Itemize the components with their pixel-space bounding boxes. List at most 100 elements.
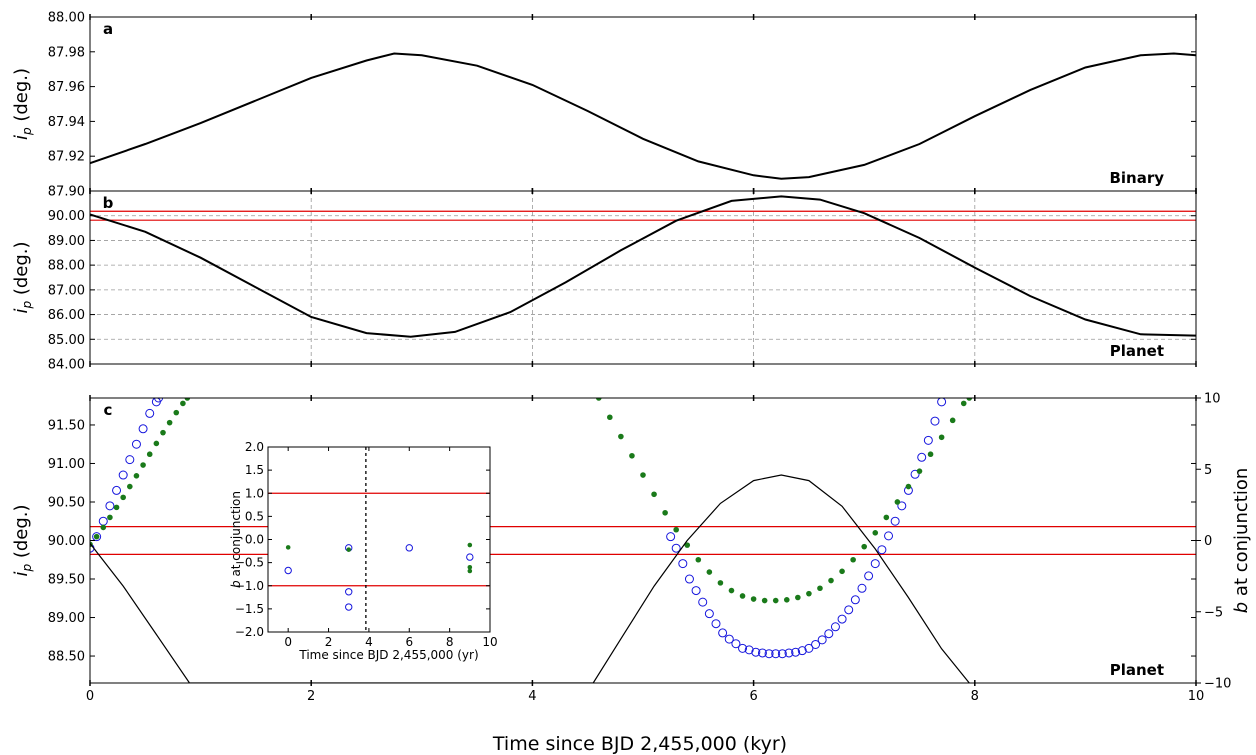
inset-point-dot: [285, 545, 291, 550]
y-tick-label: 90.00: [48, 534, 85, 549]
data-point-open-circle: [744, 645, 754, 655]
data-point-open-circle: [877, 545, 887, 555]
binary-inclination-line: [90, 52, 1196, 180]
data-point-dot: [839, 568, 845, 575]
y-tick-label: 84.00: [48, 358, 85, 373]
data-point-dot: [133, 472, 140, 479]
data-point-dot: [927, 451, 934, 458]
data-point-dot: [795, 594, 801, 601]
data-point-dot: [706, 569, 713, 575]
y-tick-label: 87.96: [48, 80, 85, 95]
y-tick-label: 88.00: [48, 259, 85, 274]
data-point-dot: [595, 398, 602, 401]
y-tick-label: 89.00: [48, 234, 85, 249]
x-tick-label: 6: [749, 689, 757, 704]
y-axis-title: ip (deg.): [11, 68, 34, 140]
inset-point-open-circle: [345, 603, 353, 611]
data-point-open-circle: [724, 634, 734, 644]
inset-x-tick-label: 8: [446, 635, 454, 649]
data-point-open-circle: [870, 559, 880, 569]
data-point-open-circle: [850, 595, 860, 605]
data-point-dot: [93, 533, 100, 540]
data-point-open-circle: [937, 398, 947, 407]
data-point-dot: [728, 587, 735, 594]
data-point-dot: [949, 417, 956, 424]
data-point-open-circle: [830, 622, 840, 632]
panel-tag: Planet: [1110, 661, 1164, 679]
data-point-dot: [166, 419, 173, 426]
data-point-open-circle: [125, 455, 135, 465]
data-point-open-circle: [118, 470, 128, 480]
planet-inclination-line: [90, 195, 1196, 338]
plot-area: [90, 195, 1196, 338]
data-point-dot: [107, 514, 113, 521]
y-tick-label: 87.98: [48, 45, 85, 60]
y-tick-label: 90.00: [48, 209, 85, 224]
data-point-dot: [861, 543, 867, 550]
data-point-open-circle: [777, 649, 787, 659]
data-point-dot: [739, 593, 746, 599]
data-point-open-circle: [704, 609, 714, 619]
y-axis-title: ip (deg.): [11, 241, 34, 313]
plot-area: [90, 52, 1196, 180]
x-tick-label: 8: [971, 689, 979, 704]
data-point-dot: [717, 580, 724, 586]
panel-a: 87.90 87.92 87.94 87.96 87.98 88.00 a Binary ip …: [11, 11, 1197, 200]
data-point-dot: [850, 556, 856, 563]
y2-axis-title: b at conjunction: [1231, 468, 1252, 613]
data-point-open-circle: [698, 597, 708, 607]
data-point-dot: [684, 542, 691, 548]
y-tick-label: 87.90: [48, 185, 85, 200]
data-point-dot: [966, 398, 973, 401]
data-point-open-circle: [923, 435, 933, 445]
y2-tick-label: 10: [1204, 392, 1221, 407]
inset-y-tick-label: −2.0: [235, 625, 264, 639]
data-point-open-circle: [897, 501, 907, 511]
data-point-dot: [916, 468, 923, 474]
data-point-open-circle: [691, 586, 701, 596]
x-tick-label: 10: [1188, 689, 1205, 704]
data-point-dot: [640, 472, 646, 478]
data-point-dot: [184, 398, 191, 401]
inset-point-dot: [346, 547, 352, 552]
data-point-open-circle: [797, 646, 807, 656]
data-point-open-circle: [131, 439, 141, 449]
y-tick-label: 89.00: [48, 611, 85, 626]
y-tick-label: 90.50: [48, 495, 85, 510]
data-point-open-circle: [105, 501, 115, 511]
data-point-open-circle: [731, 639, 741, 649]
data-point-dot: [817, 585, 823, 592]
data-point-dot: [629, 452, 635, 459]
data-point-dot: [938, 434, 945, 441]
panel-letter: a: [103, 20, 113, 38]
panel-tag: Binary: [1109, 169, 1164, 187]
y2-tick-label: −5: [1204, 605, 1223, 620]
data-point-dot: [960, 400, 967, 407]
data-point-open-circle: [718, 628, 728, 638]
data-point-open-circle: [890, 516, 900, 526]
data-point-open-circle: [771, 649, 781, 659]
y-tick-label: 85.00: [48, 333, 85, 348]
panel-letter: c: [104, 401, 113, 419]
data-point-dot: [783, 597, 790, 603]
data-point-dot: [127, 483, 133, 490]
inset-point-open-circle: [345, 588, 353, 596]
inset-background: [267, 446, 491, 633]
y-tick-label: 86.00: [48, 308, 85, 323]
data-point-open-circle: [824, 629, 834, 639]
inset-y-tick-label: 0.5: [245, 509, 264, 523]
data-point-open-circle: [917, 452, 927, 462]
y2-tick-label: −10: [1204, 677, 1231, 692]
data-point-dot: [761, 597, 768, 604]
data-point-dot: [146, 451, 153, 458]
x-tick-label: 4: [528, 689, 536, 704]
plot-frame: [89, 190, 1197, 365]
inset-x-tick-label: 6: [405, 635, 413, 649]
inset-x-tick-label: 4: [365, 635, 373, 649]
data-point-dot: [894, 499, 901, 505]
y-tick-label: 88.00: [48, 11, 85, 26]
inset-x-tick-label: 10: [482, 635, 497, 649]
inset-point-open-circle: [284, 566, 292, 575]
data-point-open-circle: [751, 647, 761, 657]
data-point-open-circle: [678, 559, 688, 569]
